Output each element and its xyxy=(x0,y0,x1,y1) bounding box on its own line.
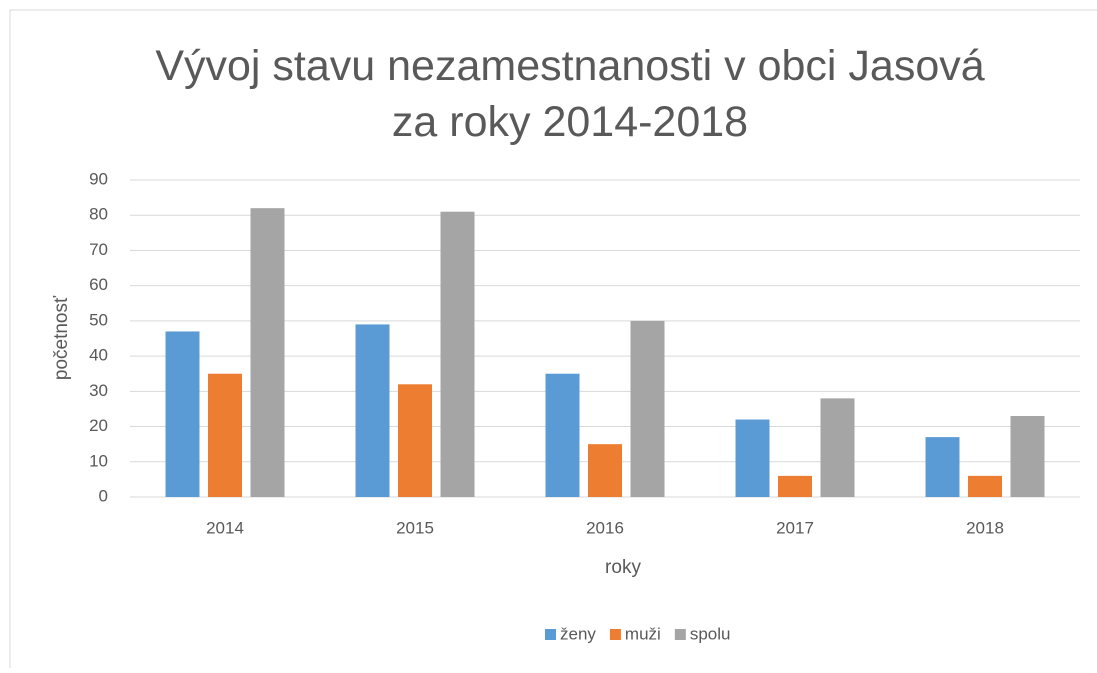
y-tick-label: 40 xyxy=(89,346,108,365)
bar xyxy=(925,437,960,497)
legend-label: spolu xyxy=(690,624,731,643)
y-tick-label: 10 xyxy=(89,451,108,470)
x-tick-label: 2017 xyxy=(776,518,814,537)
bar xyxy=(1010,415,1045,497)
bar xyxy=(398,384,432,497)
bar xyxy=(165,331,200,497)
y-tick-label: 30 xyxy=(89,381,108,400)
x-tick-label: 2015 xyxy=(396,518,434,537)
bar xyxy=(820,398,855,497)
x-tick-label: 2018 xyxy=(966,518,1004,537)
bar xyxy=(588,444,622,497)
chart-title: Vývoj stavu nezamestnanosti v obci Jasov… xyxy=(155,42,985,146)
y-tick-label: 60 xyxy=(89,275,108,294)
legend-label: ženy xyxy=(560,624,596,643)
x-tick-label: 2014 xyxy=(206,518,244,537)
legend-label: muži xyxy=(625,624,661,643)
bar xyxy=(778,475,812,497)
y-axis-label: početnosť xyxy=(51,295,72,380)
y-tick-label: 80 xyxy=(89,205,108,224)
y-tick-label: 70 xyxy=(89,240,108,259)
bar xyxy=(630,320,665,497)
legend-swatch xyxy=(609,629,621,640)
x-tick-label: 2016 xyxy=(586,518,624,537)
bar xyxy=(968,475,1002,497)
bar xyxy=(355,324,390,497)
chart-border xyxy=(9,9,1097,673)
y-tick-label: 0 xyxy=(99,486,108,505)
x-axis-label: roky xyxy=(605,557,641,578)
legend-swatch xyxy=(674,629,686,640)
bar xyxy=(735,419,770,497)
bar xyxy=(440,211,475,497)
legend-swatch xyxy=(545,629,556,640)
y-tick-label: 90 xyxy=(89,169,108,188)
y-tick-label: 50 xyxy=(89,310,108,329)
bar xyxy=(208,373,242,497)
bar xyxy=(250,208,285,497)
y-tick-label: 20 xyxy=(89,416,108,435)
bar xyxy=(545,373,580,497)
